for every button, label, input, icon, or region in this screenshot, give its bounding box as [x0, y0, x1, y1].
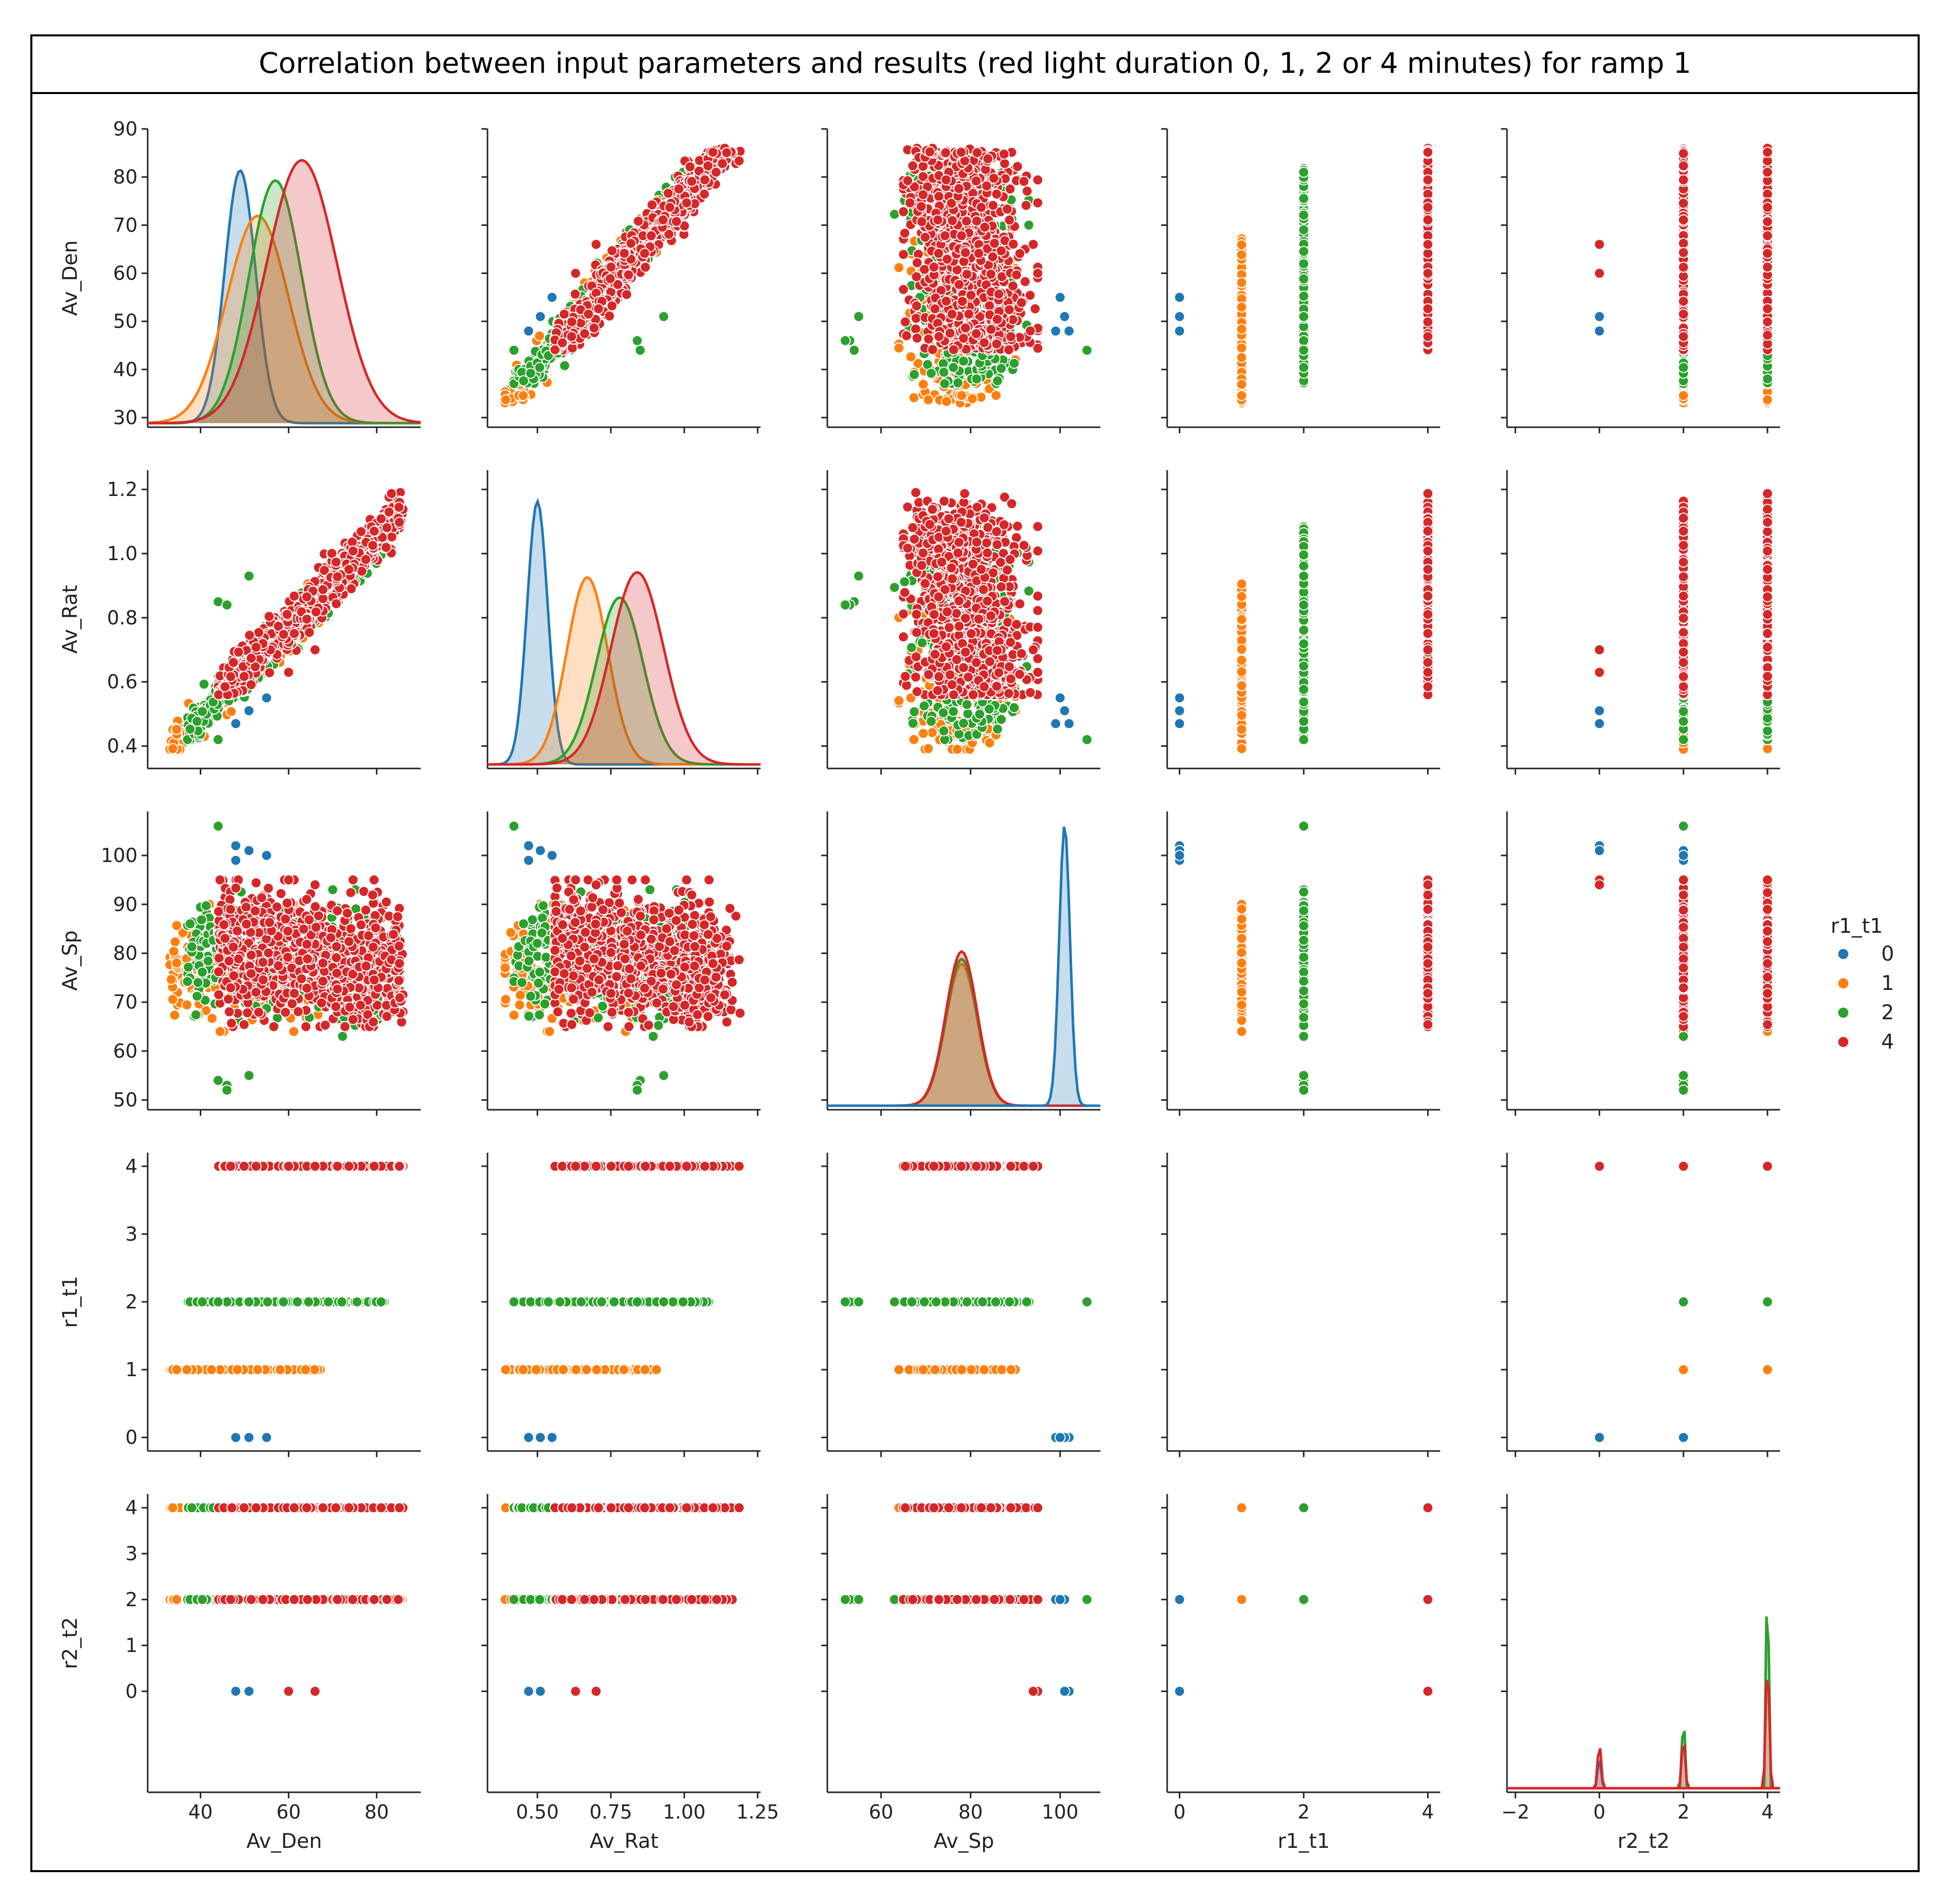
point-group-2	[525, 368, 536, 378]
pairplot-chart: 30405060708090Av_Den0.40.60.81.01.2Av_Ra…	[0, 0, 1951, 1904]
ytick-label: 60	[113, 262, 138, 284]
ytick-label: 50	[113, 310, 138, 333]
point-group-1	[535, 331, 545, 341]
point-group-0	[536, 311, 546, 322]
panel-Av_Den-vs-Av_Rat	[481, 129, 761, 433]
ytick-label: 40	[113, 358, 138, 381]
point-group-2	[658, 311, 669, 322]
ytick-label: 90	[113, 118, 138, 140]
kde-group-4-fill	[148, 160, 421, 423]
point-group-0	[523, 326, 534, 336]
point-group-2	[535, 362, 545, 373]
ytick-label: 80	[113, 166, 138, 188]
y-axis-label: Av_Den	[59, 240, 82, 315]
ytick-label: 30	[113, 406, 138, 429]
panel-Av_Den-vs-Av_Den: 30 40 50 60 70 80 90 Av_Den	[59, 118, 421, 433]
point-group-1	[518, 390, 528, 400]
point-group-2	[632, 336, 642, 346]
point-group-2	[560, 360, 570, 371]
point-group-2	[509, 345, 519, 355]
point-group-1	[501, 395, 511, 405]
ytick-label: 70	[113, 214, 138, 236]
point-group-4	[663, 188, 673, 198]
point-group-0	[547, 292, 557, 302]
point-group-2	[635, 345, 645, 355]
